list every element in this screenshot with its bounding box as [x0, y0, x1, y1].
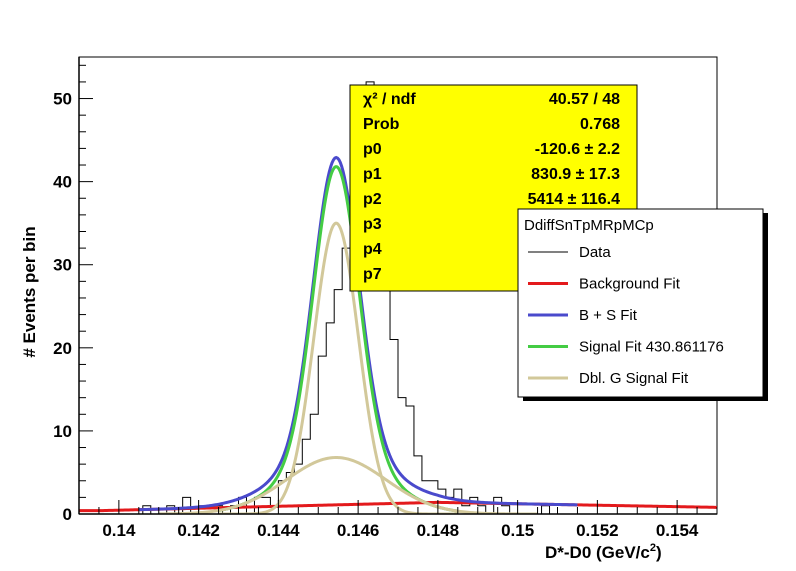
stats-value: 0.768: [580, 116, 620, 133]
legend-entry-label: Dbl. G Signal Fit: [579, 370, 689, 387]
stats-label: χ² / ndf: [363, 91, 416, 108]
y-tick-label: 50: [53, 90, 72, 109]
stats-label: p7: [363, 266, 382, 283]
x-tick-label: 0.15: [501, 521, 534, 540]
stats-rows: χ² / ndf 40.57 / 48 Prob 0.768 p0 -120.6 ± 2.…: [363, 91, 620, 283]
x-tick-label: 0.14: [102, 521, 136, 540]
stats-label: p0: [363, 141, 382, 158]
y-tick-label: 40: [53, 173, 72, 192]
legend-entry-label: Data: [579, 244, 611, 261]
x-tick-label: 0.142: [177, 521, 220, 540]
x-tick-label: 0.144: [257, 521, 300, 540]
y-axis-label: # Events per bin: [20, 226, 39, 357]
x-tick-label: 0.146: [337, 521, 380, 540]
y-tick-label: 20: [53, 339, 72, 358]
legend-entry-label: Signal Fit 430.861176: [579, 339, 724, 356]
x-axis-label: D*-D0 (GeV/c2): [545, 542, 662, 562]
curve-dbl-gauss-wide: [158, 455, 538, 514]
stats-label: p4: [363, 241, 382, 258]
legend-entry-label: Background Fit: [579, 276, 681, 293]
axes: 0.14 0.142 0.144 0.146 0.148 0.15 0.152 0.154 0…: [53, 57, 718, 540]
x-tick-label: 0.148: [417, 521, 460, 540]
y-ticks: 0 10 20 30 40 50: [53, 64, 93, 524]
x-tick-label: 0.152: [576, 521, 619, 540]
data-histogram: [79, 81, 717, 514]
legend-title: DdiffSnTpMRpMCp: [524, 217, 654, 234]
stats-value: 830.9 ± 17.3: [531, 166, 620, 183]
legend-entries: Data Background Fit B + S Fit Signal Fit 43…: [528, 244, 724, 387]
stats-value: -120.6 ± 2.2: [535, 141, 620, 158]
x-ticks: 0.14 0.142 0.144 0.146 0.148 0.15 0.152 0.154: [78, 500, 718, 540]
y-tick-label: 0: [63, 505, 72, 524]
stats-label: Prob: [363, 116, 400, 133]
y-tick-label: 30: [53, 256, 72, 275]
stats-label: p2: [363, 191, 382, 208]
stats-value: 40.57 / 48: [549, 91, 620, 108]
stats-label: p3: [363, 216, 382, 233]
stats-value: 5414 ± 116.4: [528, 191, 621, 208]
x-tick-label: 0.154: [656, 521, 699, 540]
histogram-data-line: [79, 81, 717, 514]
legend-background: [517, 208, 764, 398]
stats-label: p1: [363, 166, 382, 183]
legend-entry-label: B + S Fit: [579, 307, 638, 324]
y-tick-label: 10: [53, 422, 72, 441]
legend: DdiffSnTpMRpMCp Data Background Fit B + S …: [517, 208, 768, 401]
